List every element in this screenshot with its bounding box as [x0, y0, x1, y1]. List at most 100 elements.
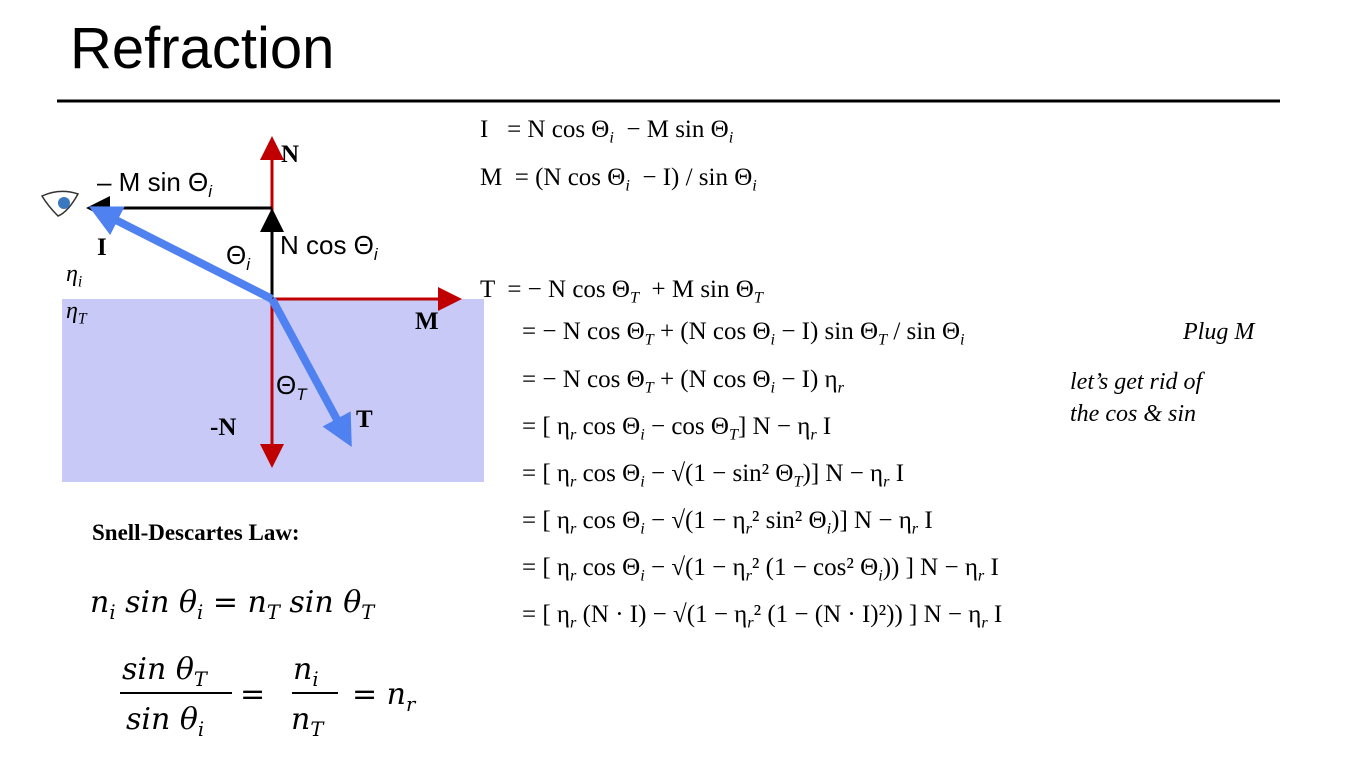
subscript: i — [878, 566, 883, 585]
subscript: i — [246, 254, 250, 274]
subscript: i — [609, 128, 614, 147]
text: cos Θ — [576, 413, 641, 440]
text: − √(1 − sin² Θ — [644, 460, 794, 487]
text: − cos Θ — [644, 413, 729, 440]
text: sin θ — [115, 585, 198, 620]
text: η — [66, 261, 78, 287]
subscript: T — [77, 310, 87, 328]
note: Plug M — [1183, 319, 1255, 345]
text: cos Θ — [576, 554, 641, 581]
equation: T = − N cos ΘT + M sin ΘT — [480, 275, 763, 313]
subscript: i — [640, 425, 645, 444]
text: Θ — [226, 240, 247, 270]
text: sin θ — [126, 702, 198, 737]
text: n — [293, 652, 313, 687]
subscript: i — [208, 181, 213, 201]
subscript: i — [960, 330, 965, 349]
text: sin θ — [279, 585, 362, 620]
text: ² sin² Θ — [751, 507, 827, 534]
subscript: r — [570, 566, 577, 585]
text: − M sin Θ — [613, 116, 729, 143]
subscript: r — [570, 613, 577, 632]
subscript: r — [406, 692, 416, 716]
subscript: i — [77, 273, 83, 291]
text: − I) sin Θ — [775, 318, 879, 345]
text: n — [291, 702, 311, 737]
text: = − N cos Θ — [522, 318, 645, 345]
note: let’s get rid of — [1070, 369, 1203, 395]
text: cos Θ — [576, 460, 641, 487]
text: I — [918, 507, 933, 534]
law-heading: Snell-Descartes Law: — [92, 520, 300, 545]
subscript: r — [810, 425, 817, 444]
subscript: i — [109, 600, 116, 624]
subscript: i — [770, 378, 776, 397]
refracted-ray — [268, 297, 352, 448]
label: – M sin Θi — [97, 167, 212, 207]
text: = [ η — [522, 601, 570, 628]
slide-title: Refraction — [70, 16, 335, 81]
text: ² (1 − (N · I)²)) ] N − η — [753, 601, 982, 628]
subscript: i — [373, 244, 378, 264]
equation: = [ ηr (N · I) − √(1 − ηr² (1 − (N · I)²… — [522, 600, 1002, 638]
text: − I) η — [775, 366, 838, 393]
text: M = (N cos Θ — [480, 164, 626, 191]
text: cos Θ — [576, 507, 641, 534]
equation: M = (N cos Θi − I) / sin Θi — [480, 163, 757, 201]
label: N — [281, 140, 299, 170]
subscript: i — [312, 667, 319, 691]
label: ηT — [66, 296, 87, 334]
subscript: r — [570, 425, 577, 444]
incident-ray — [88, 206, 274, 303]
subscript: i — [770, 330, 776, 349]
label: Θi — [226, 240, 250, 280]
text: + (N cos Θ — [653, 366, 771, 393]
equals-sign: = — [240, 677, 266, 712]
label: N cos Θi — [280, 230, 378, 270]
text: – M sin Θ — [97, 167, 209, 197]
text: (N · I) − √(1 − η — [576, 601, 748, 628]
label: M — [415, 307, 439, 337]
subscript: i — [752, 176, 757, 195]
subscript: T — [728, 425, 739, 444]
text: sin θ — [122, 652, 194, 687]
subscript: r — [837, 378, 844, 397]
text: N — [281, 141, 300, 168]
label: ηi — [66, 259, 82, 297]
text: I — [816, 413, 832, 440]
equation: = [ ηr cos Θi − √(1 − ηr² sin² Θi)] N − … — [522, 506, 933, 544]
text: I — [97, 234, 107, 261]
subscript: r — [981, 613, 988, 632]
text: = n — [352, 677, 406, 712]
text: − √(1 − η — [644, 554, 746, 581]
text: I = N cos Θ — [480, 116, 610, 143]
text: T — [356, 406, 373, 433]
equation: = − N cos ΘT + (N cos Θi − I) sin ΘT / s… — [522, 317, 965, 355]
text: T = − N cos Θ — [480, 276, 630, 303]
subscript: T — [753, 288, 763, 307]
fraction-numerator: sin θT — [122, 655, 207, 695]
subscript: r — [570, 472, 577, 491]
text: ] N − η — [738, 413, 811, 440]
subscript: i — [728, 128, 734, 147]
subscript: r — [911, 519, 919, 538]
text: = [ η — [522, 507, 570, 534]
text: I — [984, 554, 999, 581]
subscript: i — [640, 472, 645, 491]
subscript: r — [747, 613, 754, 632]
subscript: i — [826, 519, 832, 538]
text: = [ η — [522, 413, 570, 440]
equation: = − N cos ΘT + (N cos Θi − I) ηr — [522, 365, 844, 403]
equation: = [ ηr cos Θi − √(1 − sin² ΘT)] N − ηr I — [522, 459, 904, 497]
text: )] N − η — [831, 507, 912, 534]
subscript: i — [640, 519, 645, 538]
label: -N — [210, 413, 236, 443]
subscript: r — [745, 566, 752, 585]
fraction-result: = nr — [352, 680, 415, 720]
text: n — [90, 585, 110, 620]
subscript: r — [570, 519, 577, 538]
subscript: T — [629, 288, 639, 307]
subscript: i — [640, 566, 645, 585]
fraction-denominator: nT — [291, 705, 323, 745]
